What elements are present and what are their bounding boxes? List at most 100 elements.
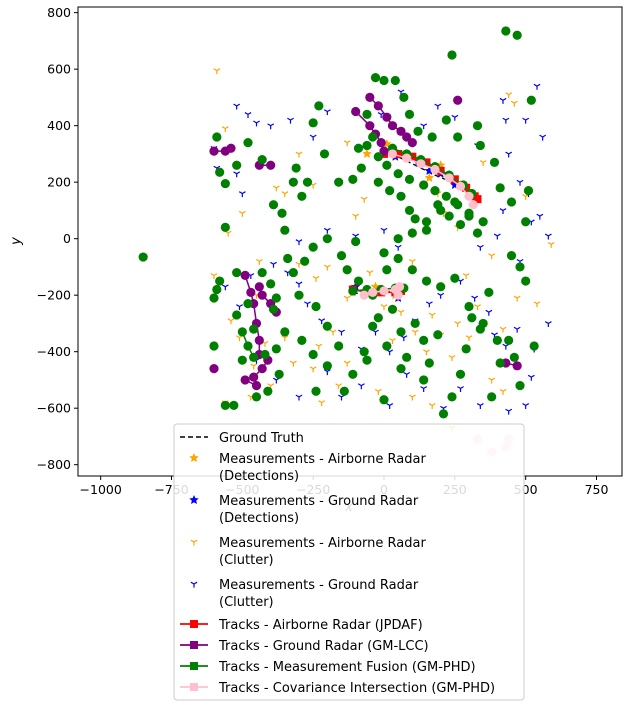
track-point <box>472 121 483 131</box>
track-point <box>421 217 432 227</box>
track-point <box>396 327 406 337</box>
clutter-point <box>536 213 544 220</box>
track-point <box>311 301 321 312</box>
track-point <box>455 181 466 192</box>
track-point <box>243 138 253 148</box>
track-point <box>351 106 361 117</box>
clutter-point <box>360 196 368 203</box>
track-point <box>410 318 420 329</box>
clutter-point <box>485 309 493 316</box>
track-point <box>368 132 378 142</box>
track-point <box>453 132 463 142</box>
track-point <box>348 369 358 379</box>
track-point <box>387 121 398 131</box>
track-point <box>319 149 330 159</box>
track-point <box>521 217 531 227</box>
track-point <box>521 276 531 286</box>
track-point <box>274 369 284 379</box>
legend-label: Measurements - Ground Radar <box>219 494 419 509</box>
legend-label: Tracks - Measurement Fusion (GM-PHD) <box>218 660 476 675</box>
track-point <box>526 95 536 105</box>
track-point <box>268 304 279 314</box>
clutter-point <box>338 329 345 336</box>
track-point <box>382 341 392 351</box>
track-point <box>373 177 383 187</box>
track-point <box>413 126 423 136</box>
track-point <box>473 195 482 204</box>
track-point <box>455 219 466 230</box>
track-point <box>336 251 347 261</box>
clutter-point <box>304 301 311 308</box>
legend-label: (Clutter) <box>219 595 274 610</box>
clutter-point <box>343 140 351 147</box>
legend-box <box>173 423 525 701</box>
track-point <box>379 286 389 296</box>
track-point <box>232 160 242 170</box>
track-point <box>322 361 332 371</box>
clutter-point <box>428 403 436 409</box>
track-point <box>288 267 298 278</box>
track-point <box>468 200 478 210</box>
track-point <box>280 327 290 337</box>
clutter-point <box>527 374 535 381</box>
track-point <box>424 358 434 368</box>
track-point <box>416 159 426 169</box>
track-point <box>506 197 517 207</box>
clutter-point <box>295 151 303 158</box>
clutter-point <box>397 309 405 316</box>
clutter-point <box>236 304 243 311</box>
track-point <box>260 349 270 360</box>
y-tick-label: 800 <box>47 5 71 20</box>
clutter-point <box>323 109 331 116</box>
legend-item-tracks-measurement-fusion-gm-phd: Tracks - Measurement Fusion (GM-PHD) <box>180 660 476 675</box>
clutter-point <box>408 394 416 401</box>
clutter-point <box>281 335 289 342</box>
track-point <box>209 341 219 351</box>
clutter-point <box>352 213 360 220</box>
track-point <box>472 228 483 238</box>
track-point <box>288 177 298 187</box>
clutter-point <box>233 171 241 178</box>
track-point <box>362 140 372 151</box>
track-point <box>212 132 222 142</box>
track-point <box>365 121 375 131</box>
track-point <box>353 143 364 153</box>
legend-item-tracks-airborne-radar-jpdaf: Tracks - Airborne Radar (JPDAF) <box>180 618 423 633</box>
track-point <box>436 282 446 292</box>
track-point <box>396 126 406 136</box>
legend-swatch <box>190 581 198 588</box>
track-point <box>441 115 451 125</box>
track-point <box>382 112 392 122</box>
track-point <box>438 409 449 419</box>
track-point <box>396 191 406 201</box>
clutter-point <box>462 273 470 280</box>
clutter-point <box>488 377 496 384</box>
clutter-point <box>255 258 263 265</box>
track-point <box>407 138 417 148</box>
clutter-point <box>221 284 229 291</box>
clutter-point <box>451 114 459 121</box>
legend-label: Ground Truth <box>219 431 304 446</box>
clutter-point <box>533 301 541 308</box>
clutter-point <box>233 103 241 110</box>
legend-label: Measurements - Ground Radar <box>219 578 419 593</box>
track-point <box>277 208 287 218</box>
track-point <box>334 177 344 187</box>
clutter-point <box>533 83 541 90</box>
legend-label: Tracks - Covariance Intersection (GM-PHD… <box>218 681 495 696</box>
track-point <box>373 313 383 323</box>
clutter-point <box>476 403 484 409</box>
track-point <box>453 200 463 210</box>
legend-swatch <box>190 539 198 546</box>
legend-swatch <box>189 494 199 505</box>
track-point <box>266 160 276 170</box>
clutter-point <box>423 349 430 356</box>
track-point <box>291 163 301 173</box>
track-point <box>394 149 403 158</box>
clutter-point <box>544 233 552 240</box>
clutter-point <box>366 270 374 277</box>
track-point <box>421 225 432 235</box>
track-point <box>379 146 389 156</box>
track-point <box>339 386 349 396</box>
track-point <box>382 265 392 275</box>
